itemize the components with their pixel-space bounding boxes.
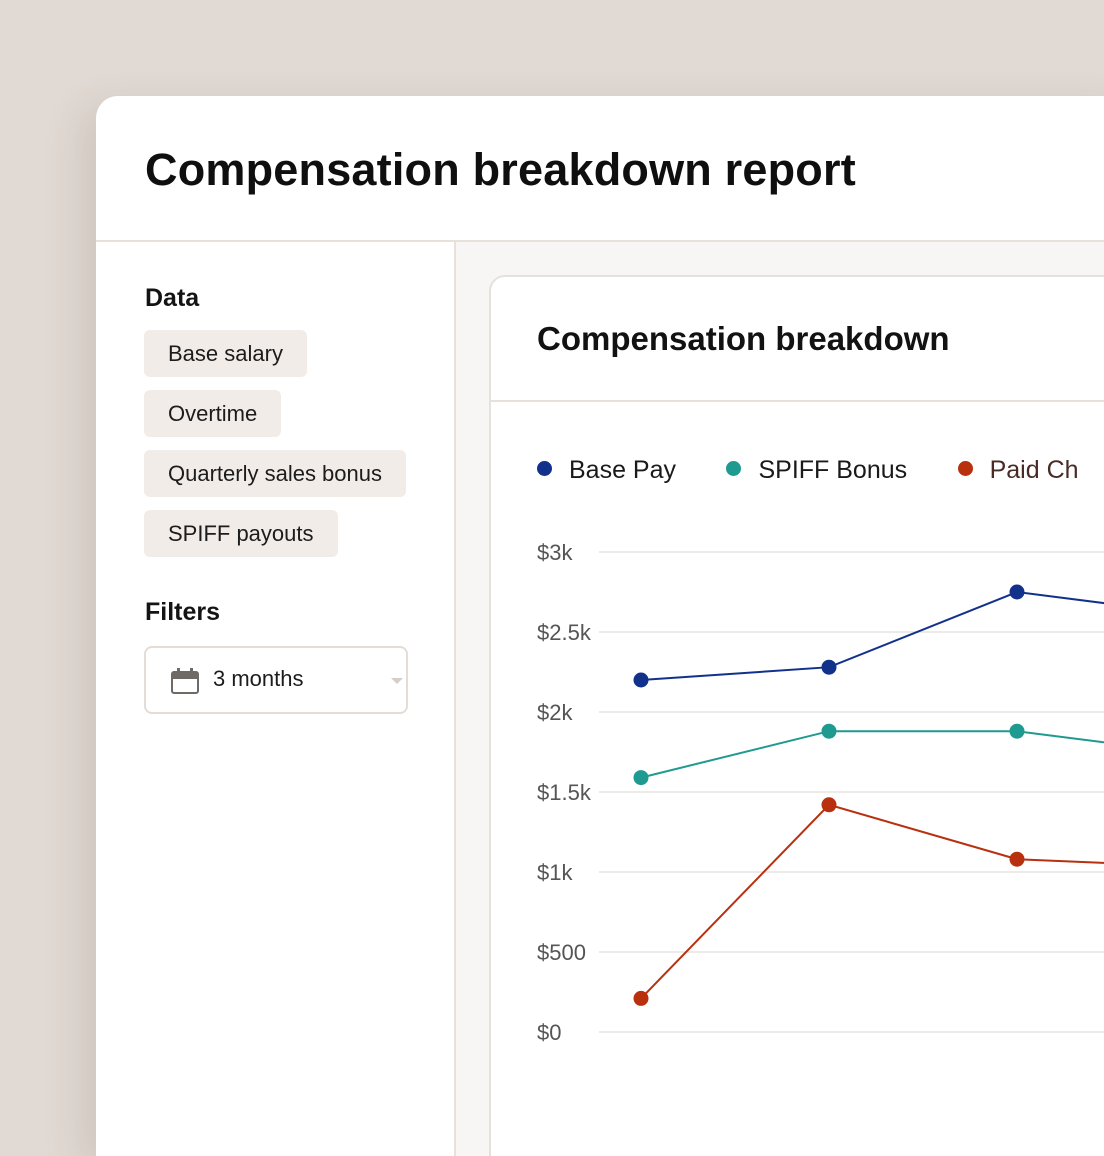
sidebar: Data Base salary Overtime Quarterly sale… (96, 242, 456, 1156)
report-header: Compensation breakdown report (96, 96, 1104, 242)
data-point-spiff-bonus[interactable] (821, 723, 837, 739)
legend-dot-base-pay (537, 460, 552, 476)
date-range-value: 3 months (213, 666, 304, 691)
chart-title: Compensation breakdown (537, 320, 950, 357)
y-tick-label: $500 (537, 940, 586, 965)
legend-dot-spiff-bonus (726, 460, 742, 476)
legend-dot-paid-ch (957, 460, 973, 476)
series-line-paid-ch (640, 803, 1104, 1000)
y-tick-label: $2k (537, 700, 573, 725)
data-point-paid-ch[interactable] (821, 797, 837, 813)
chip-overtime[interactable]: Overtime (144, 390, 282, 437)
legend-item-spiff-bonus[interactable]: SPIFF Bonus (726, 455, 907, 485)
data-point-base-pay[interactable] (1009, 584, 1025, 600)
date-range-select[interactable]: 3 months (144, 646, 408, 714)
main-content: Compensation breakdown Base Pay SPIFF Bo… (456, 242, 1104, 1156)
data-section-title: Data (145, 284, 200, 312)
chip-base-salary[interactable]: Base salary (144, 330, 307, 377)
y-tick-label: $0 (537, 1020, 561, 1045)
filters-section-title: Filters (145, 598, 221, 626)
data-point-base-pay[interactable] (821, 659, 837, 675)
data-point-paid-ch[interactable] (1009, 851, 1025, 867)
page-title: Compensation breakdown report (145, 144, 856, 195)
line-chart: $0 $500 $1k $1.5k $2k $2.5k $3k (537, 540, 1104, 1045)
y-tick-label: $3k (537, 540, 573, 565)
y-tick-label: $1.5k (537, 780, 592, 805)
chart-card: Compensation breakdown Base Pay SPIFF Bo… (489, 275, 1104, 1156)
chart-card-header: Compensation breakdown (491, 277, 1104, 402)
data-point-spiff-bonus[interactable] (633, 770, 649, 786)
legend-item-base-pay[interactable]: Base Pay (537, 455, 676, 485)
report-window: Compensation breakdown report Data Base … (96, 96, 1104, 1156)
chart-legend: Base Pay SPIFF Bonus Paid Ch (537, 455, 1104, 491)
series-line-base-pay (640, 590, 1104, 681)
data-point-paid-ch[interactable] (633, 990, 649, 1006)
chip-spiff-payouts[interactable]: SPIFF payouts (144, 510, 338, 557)
series-line-spiff-bonus (640, 730, 1104, 779)
data-point-spiff-bonus[interactable] (1009, 723, 1025, 739)
legend-item-paid-ch[interactable]: Paid Ch (957, 455, 1079, 485)
chevron-down-icon (391, 678, 403, 684)
y-tick-label: $2.5k (537, 620, 592, 645)
data-point-base-pay[interactable] (633, 672, 649, 688)
calendar-icon (171, 668, 199, 694)
y-tick-label: $1k (537, 860, 573, 885)
chip-quarterly-sales-bonus[interactable]: Quarterly sales bonus (144, 450, 406, 497)
